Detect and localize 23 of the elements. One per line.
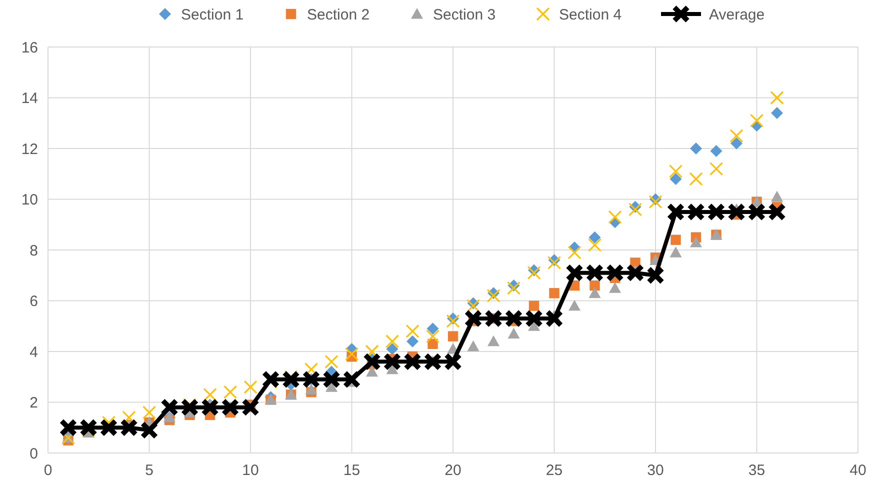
x-tick-label: 0: [44, 462, 52, 479]
x-tick-label: 35: [748, 462, 766, 479]
legend-label: Section 4: [559, 6, 622, 24]
legend-label: Section 3: [433, 6, 496, 24]
x-tick-label: 5: [145, 462, 154, 479]
y-tick-label: 16: [21, 39, 38, 56]
legend-label: Average: [709, 6, 765, 24]
x-tick-label: 15: [343, 462, 360, 479]
y-tick-label: 4: [30, 344, 38, 361]
y-tick-label: 14: [21, 90, 38, 107]
x-tick-label: 20: [444, 462, 462, 479]
y-tick-label: 10: [21, 192, 38, 208]
y-tick-label: 12: [21, 140, 38, 158]
legend-label: Section 2: [307, 6, 370, 24]
x-tick-label: 25: [546, 462, 563, 479]
y-tick-label: 6: [30, 293, 38, 310]
x-tick-label: 40: [850, 462, 866, 479]
x-tick-label: 10: [242, 462, 259, 479]
y-tick-label: 2: [30, 394, 38, 412]
y-tick-label: 0: [30, 445, 38, 462]
y-tick-label: 8: [30, 242, 38, 260]
legend-label: Section 1: [181, 6, 244, 24]
x-tick-label: 30: [647, 462, 664, 479]
